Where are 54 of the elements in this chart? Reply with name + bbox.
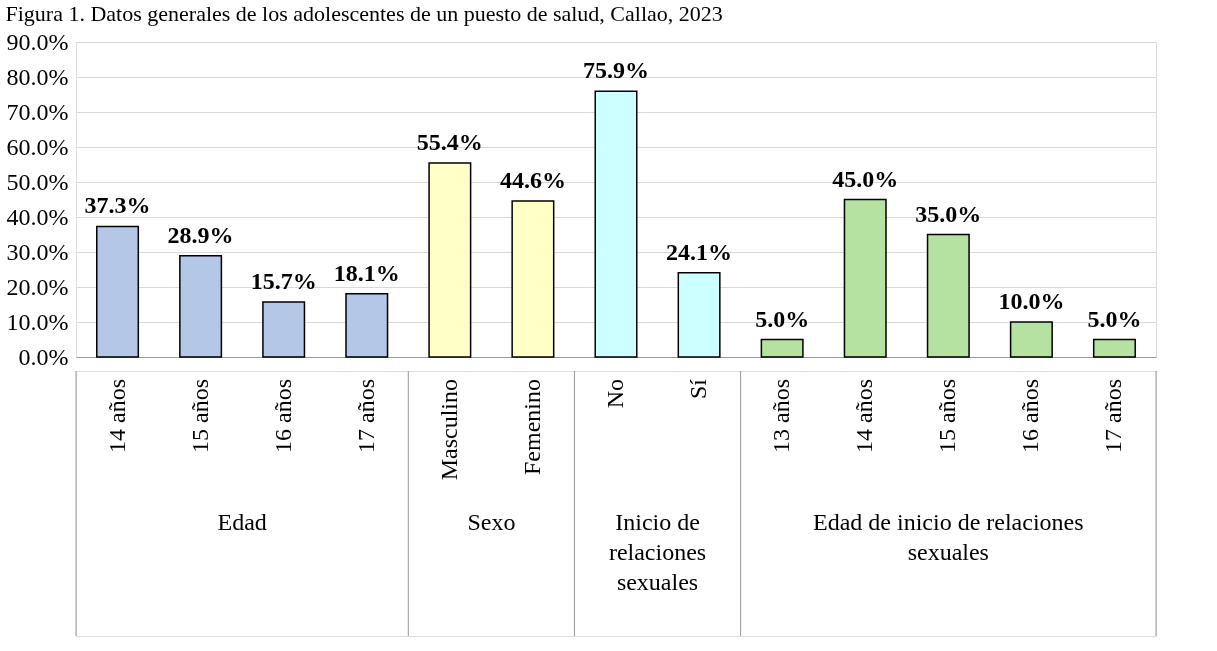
data-label: 37.3% xyxy=(84,192,151,219)
text: Sexo xyxy=(467,509,516,535)
data-label: 5.0% xyxy=(755,305,810,332)
y-tick-label: 20.0% xyxy=(6,273,69,300)
text: Inicio de relaciones sexuales xyxy=(608,509,707,595)
x-tick-label: Sí xyxy=(685,378,712,400)
bar xyxy=(760,338,804,358)
x-tick-label: 13 años xyxy=(768,379,795,453)
data-label: 35.0% xyxy=(915,200,982,227)
y-tick-label: 70.0% xyxy=(6,98,69,125)
text: Edad xyxy=(217,509,267,535)
x-tick-label: 16 años xyxy=(269,379,296,453)
x-tick-label: 15 años xyxy=(934,379,961,453)
x-tick-label: 17 años xyxy=(352,379,379,453)
x-tick-label: Femenino xyxy=(518,379,545,475)
data-label: 5.0% xyxy=(1087,305,1142,332)
y-tick-label: 60.0% xyxy=(6,133,69,160)
y-tick-label: 90.0% xyxy=(6,28,69,55)
data-label: 28.9% xyxy=(167,221,234,248)
y-tick-label: 30.0% xyxy=(6,238,69,265)
data-label: 18.1% xyxy=(333,259,400,286)
text: Edad de inicio de relaciones sexuales xyxy=(813,509,1084,565)
x-tick-label: 17 años xyxy=(1100,379,1127,453)
x-tick-label: 14 años xyxy=(851,379,878,453)
data-label: 10.0% xyxy=(998,288,1065,314)
data-label: 45.0% xyxy=(832,165,899,192)
data-label: 75.9% xyxy=(583,57,649,84)
x-tick-label: No xyxy=(602,379,628,409)
y-tick-label: 50.0% xyxy=(6,168,69,195)
bar xyxy=(428,162,472,358)
bar xyxy=(511,200,555,358)
y-tick-label: 10.0% xyxy=(6,308,69,335)
bar xyxy=(345,292,389,358)
bar xyxy=(926,233,970,358)
bar xyxy=(1092,338,1136,358)
x-tick-label: 15 años xyxy=(186,379,213,453)
y-tick-label: 40.0% xyxy=(6,203,69,230)
bar xyxy=(262,301,306,358)
bar xyxy=(843,198,887,358)
bar xyxy=(96,225,140,358)
data-label: 24.1% xyxy=(666,238,733,265)
bar xyxy=(594,90,638,358)
bar xyxy=(677,271,721,358)
data-label: 15.7% xyxy=(250,268,317,295)
bar xyxy=(179,255,223,358)
bar xyxy=(1009,321,1053,358)
y-tick-label: 80.0% xyxy=(6,63,69,90)
data-label: 44.6% xyxy=(499,166,566,193)
x-tick-label: 14 años xyxy=(103,379,130,453)
x-tick-label: 16 años xyxy=(1017,379,1044,453)
x-tick-label: Masculino xyxy=(435,379,462,481)
y-tick-label: 0.0% xyxy=(18,343,69,370)
chart-title: Figura 1. Datos generales de los adolescentes de un puesto de salud, Callao, 2023 xyxy=(5,0,723,26)
data-label: 55.4% xyxy=(416,129,483,156)
